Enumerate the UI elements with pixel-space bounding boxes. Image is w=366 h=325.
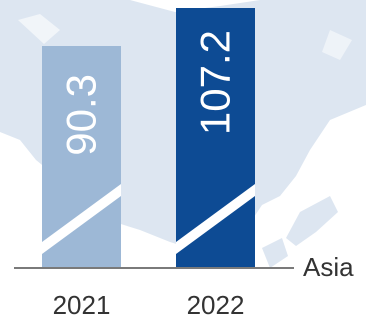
bar-2021 (42, 46, 121, 268)
region-label: Asia (303, 252, 354, 282)
category-label-2022: 2022 (187, 290, 245, 320)
value-label-2021: 90.3 (58, 74, 105, 156)
category-label-2021: 2021 (53, 290, 111, 320)
axis-break-2022 (176, 184, 255, 254)
axis-break-2021 (42, 184, 121, 254)
value-label-2022: 107.2 (192, 30, 239, 135)
